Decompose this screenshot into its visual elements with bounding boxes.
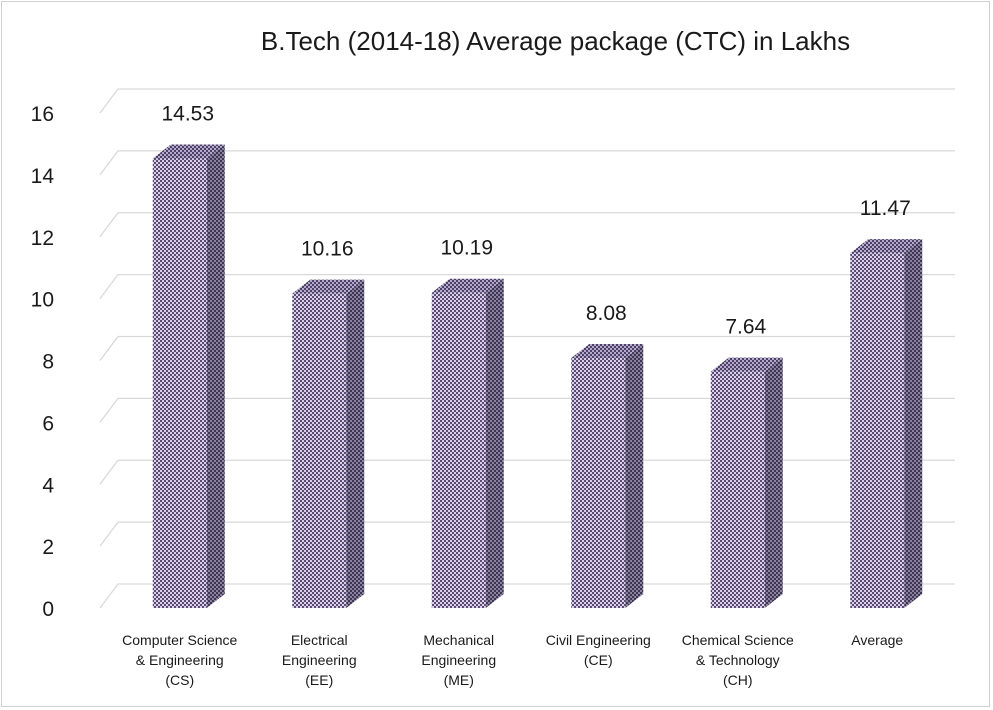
- bar-front: [431, 292, 486, 608]
- y-tick-label: 4: [42, 474, 54, 497]
- data-label: 8.08: [586, 302, 627, 325]
- bar-front: [571, 358, 626, 608]
- bar-top: [710, 357, 783, 372]
- bar-top: [292, 279, 365, 294]
- bar-top: [431, 278, 504, 293]
- x-tick-label: Mechanical Engineering (ME): [421, 632, 497, 688]
- y-tick-label: 16: [31, 103, 54, 126]
- bar-top: [571, 344, 644, 359]
- x-tick-label: Chemical Science & Technology (CH): [681, 632, 794, 688]
- bar-top: [850, 239, 923, 254]
- bar-side: [904, 239, 923, 608]
- x-tick-label: Computer Science & Engineering (CS): [122, 632, 238, 688]
- bar: [292, 279, 365, 608]
- x-tick-label: Average: [851, 632, 904, 648]
- bar-side: [346, 279, 365, 608]
- bar-front: [710, 371, 765, 608]
- x-tick-label: Electrical Engineering (EE): [281, 632, 357, 688]
- data-label: 10.16: [301, 238, 354, 261]
- y-tick-label: 8: [42, 351, 54, 374]
- data-label: 10.19: [440, 237, 493, 260]
- bar-side: [206, 144, 225, 608]
- y-tick-label: 12: [31, 227, 54, 250]
- data-labels: 14.53 10.16 10.19 8.08 7.64 11.47: [161, 102, 910, 338]
- data-label: 7.64: [725, 316, 766, 339]
- gridline: [99, 88, 955, 114]
- gridline: [99, 459, 955, 485]
- gridline: [99, 583, 955, 609]
- bar-top: [152, 144, 225, 159]
- chart-title: B.Tech (2014-18) Average package (CTC) i…: [260, 26, 851, 56]
- bar-side: [764, 357, 783, 608]
- bars: [152, 144, 923, 608]
- data-label: 11.47: [860, 197, 911, 220]
- gridline: [99, 335, 955, 361]
- bar-side: [625, 344, 644, 608]
- y-tick-label: 0: [42, 598, 54, 621]
- y-tick-label: 14: [31, 165, 55, 188]
- bar: [710, 357, 783, 608]
- gridline: [99, 521, 955, 547]
- bar: [571, 344, 644, 608]
- y-axis-ticks: 0 2 4 6 8 10 12 14 16: [31, 103, 55, 621]
- gridlines: [99, 88, 955, 609]
- bar-front: [152, 158, 207, 608]
- y-tick-label: 6: [42, 412, 54, 435]
- gridline: [99, 397, 955, 423]
- bar: [152, 144, 225, 608]
- gridline: [99, 273, 955, 300]
- data-label: 14.53: [161, 102, 214, 125]
- y-tick-label: 2: [42, 536, 54, 559]
- bar: [850, 239, 923, 608]
- bar: [431, 278, 504, 608]
- gridline: [99, 150, 955, 176]
- bar-side: [485, 278, 504, 608]
- gridline: [99, 212, 955, 238]
- y-tick-label: 10: [31, 289, 54, 312]
- bar-front: [850, 253, 905, 608]
- x-tick-label: Civil Engineering (CE): [545, 632, 651, 668]
- bar-front: [292, 293, 347, 608]
